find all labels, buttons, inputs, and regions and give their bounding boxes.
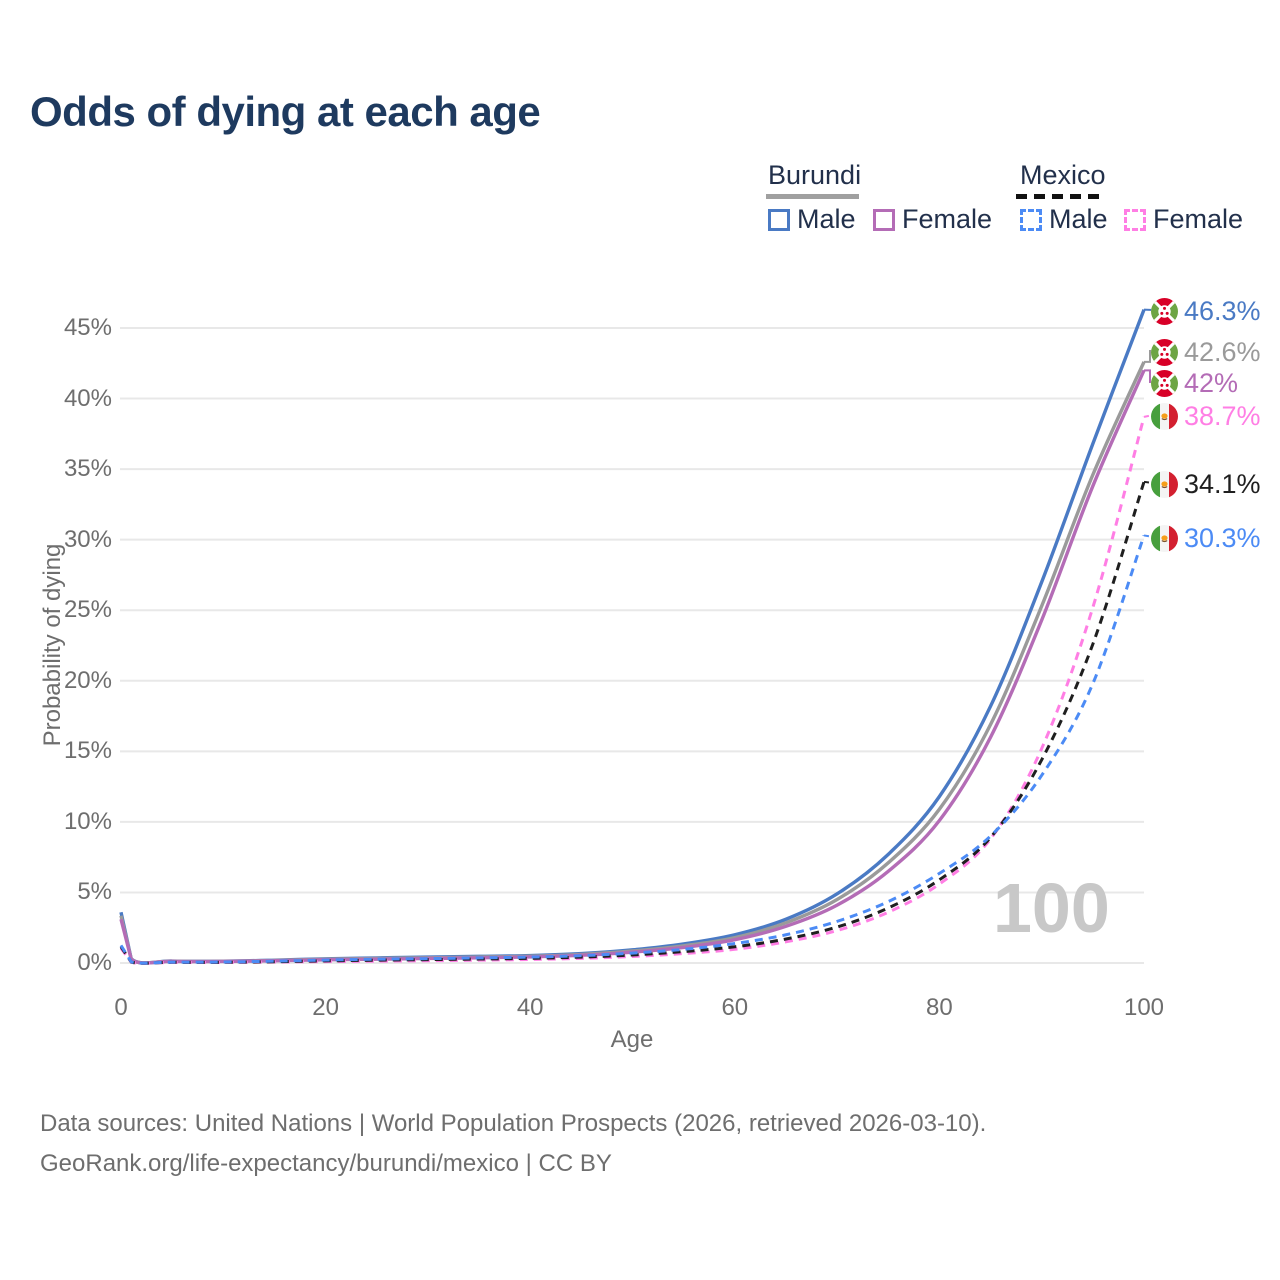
- mexico-flag-icon: [1151, 525, 1178, 552]
- legend-burundi-line-sample: [766, 194, 859, 199]
- legend-label-burundi-female: Female: [902, 204, 993, 234]
- end-label-mexico-female: 38.7%: [1151, 401, 1261, 432]
- leader-line: [1143, 534, 1154, 538]
- legend-swatch-burundi-male[interactable]: [768, 208, 790, 231]
- end-label-burundi-both: 42.6%: [1151, 337, 1261, 368]
- legend-label-mexico-female: Female: [1153, 204, 1244, 234]
- y-tick-label: 20%: [63, 666, 112, 694]
- legend-mexico-line-sample: [1016, 194, 1104, 199]
- legend-label-burundi-male: Male: [797, 204, 856, 234]
- y-tick-label: 0%: [77, 949, 112, 976]
- age-counter-watermark: 100: [993, 869, 1110, 947]
- series-line-mexico-male: [119, 534, 1146, 965]
- series-line-burundi-male: [119, 309, 1146, 965]
- mexico-flag-icon: [1151, 403, 1178, 430]
- x-tick-label: 40: [516, 994, 544, 1021]
- y-tick-label: 25%: [63, 596, 112, 624]
- end-label-mexico-both: 34.1%: [1151, 469, 1261, 500]
- footer: Data sources: United Nations | World Pop…: [40, 1104, 986, 1184]
- end-label-mexico-male: 30.3%: [1151, 523, 1261, 554]
- end-label-value: 38.7%: [1184, 401, 1261, 431]
- burundi-flag-icon: [1151, 339, 1178, 366]
- x-tick-label: 80: [926, 994, 953, 1021]
- end-label-burundi-female: 42%: [1151, 368, 1238, 399]
- leader-line: [1143, 414, 1154, 418]
- y-tick-label: 35%: [63, 455, 112, 483]
- y-tick-label: 5%: [77, 878, 112, 906]
- legend-swatch-burundi-female[interactable]: [873, 208, 895, 231]
- y-tick-label: 10%: [63, 807, 112, 835]
- legend-group-burundi-title: Burundi: [768, 160, 862, 190]
- legend-label-mexico-male: Male: [1049, 204, 1108, 234]
- end-label-value: 30.3%: [1184, 523, 1261, 553]
- legend-item-burundi-male[interactable]: Male: [768, 204, 856, 235]
- page-title: Odds of dying at each age: [30, 88, 541, 135]
- legend-item-mexico-male[interactable]: Male: [1020, 204, 1108, 235]
- legend-group-mexico-title: Mexico: [1020, 160, 1106, 190]
- series-line-burundi-both: [119, 361, 1146, 965]
- x-tick-label: 20: [312, 994, 339, 1021]
- legend-swatch-mexico-female[interactable]: [1124, 208, 1146, 231]
- legend-item-mexico-female[interactable]: Female: [1124, 204, 1243, 235]
- x-tick-label: 60: [721, 994, 749, 1021]
- y-tick-label: 15%: [63, 737, 112, 765]
- data-source-text: Data sources: United Nations | World Pop…: [40, 1110, 987, 1137]
- leader-line: [1143, 480, 1154, 484]
- x-tick-label: 0: [114, 994, 128, 1021]
- burundi-flag-icon: [1151, 298, 1178, 325]
- series-line-mexico-female: [119, 416, 1146, 965]
- attribution-link-text: GeoRank.org/life-expectancy/burundi/mexi…: [40, 1150, 612, 1177]
- legend-swatch-mexico-male[interactable]: [1020, 208, 1042, 231]
- series-line-burundi-female: [119, 369, 1146, 965]
- x-axis-title: Age: [610, 1026, 654, 1053]
- end-label-value: 42%: [1184, 368, 1239, 398]
- end-label-value: 42.6%: [1184, 337, 1261, 367]
- y-axis-title: Probability of dying: [39, 543, 66, 747]
- end-label-value: 46.3%: [1184, 296, 1261, 326]
- burundi-flag-icon: [1151, 370, 1178, 397]
- mexico-flag-icon: [1151, 471, 1178, 498]
- y-tick-label: 45%: [63, 314, 112, 341]
- y-tick-label: 30%: [63, 525, 112, 553]
- x-tick-label: 100: [1123, 994, 1165, 1021]
- end-label-value: 34.1%: [1184, 469, 1261, 499]
- legend-item-burundi-female[interactable]: Female: [873, 204, 992, 235]
- y-tick-label: 40%: [63, 384, 112, 412]
- end-label-burundi-male: 46.3%: [1151, 296, 1261, 327]
